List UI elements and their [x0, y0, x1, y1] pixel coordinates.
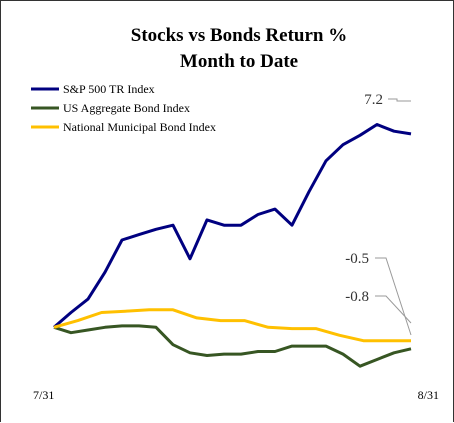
legend-label-sp500: S&P 500 TR Index [63, 82, 155, 96]
annotation-municipal: -0.5 [345, 251, 412, 336]
annotation-us-aggregate-leader [375, 295, 412, 324]
series-line-0 [53, 123, 412, 329]
series-line-2 [53, 308, 411, 343]
chart-subtitle: Month to Date [180, 51, 298, 72]
annotation-sp500-leader [388, 98, 411, 102]
annotation-sp500: 7.2 [364, 92, 411, 108]
annotation-municipal-leader [375, 257, 412, 336]
annotation-sp500-text: 7.2 [364, 92, 383, 108]
x-tick-label-start: 7/31 [33, 388, 54, 402]
annotation-municipal-text: -0.5 [345, 251, 369, 267]
legend-label-municipal: National Municipal Bond Index [63, 120, 216, 134]
x-tick-label-end: 8/31 [418, 388, 439, 402]
chart-title: Stocks vs Bonds Return % [131, 25, 347, 46]
series-line-1 [53, 324, 412, 368]
legend-label-us-aggregate: US Aggregate Bond Index [63, 101, 190, 115]
annotation-us-aggregate-text: -0.8 [345, 289, 369, 305]
annotation-us-aggregate: -0.8 [345, 289, 412, 324]
series-layer [53, 123, 412, 368]
legend: S&P 500 TR Index US Aggregate Bond Index… [31, 82, 216, 134]
